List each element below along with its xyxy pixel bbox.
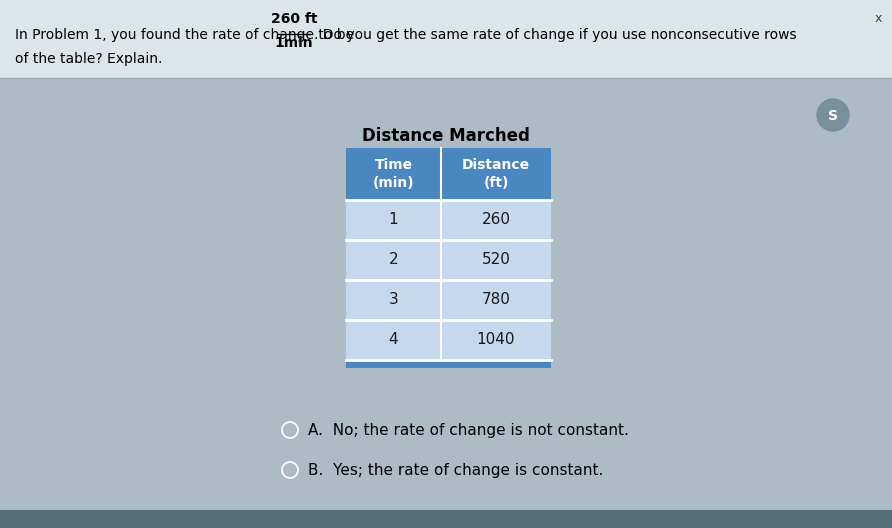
Text: 1: 1 xyxy=(389,212,399,228)
FancyBboxPatch shape xyxy=(346,148,551,200)
Text: 1min: 1min xyxy=(275,36,313,50)
Text: Time
(min): Time (min) xyxy=(373,158,414,190)
Text: Distance
(ft): Distance (ft) xyxy=(462,158,530,190)
Text: In Problem 1, you found the rate of change to be: In Problem 1, you found the rate of chan… xyxy=(15,28,359,42)
Text: 520: 520 xyxy=(482,252,510,268)
FancyBboxPatch shape xyxy=(346,200,551,240)
FancyBboxPatch shape xyxy=(0,510,892,528)
FancyBboxPatch shape xyxy=(346,320,551,360)
Text: B.  Yes; the rate of change is constant.: B. Yes; the rate of change is constant. xyxy=(308,463,603,477)
Text: 4: 4 xyxy=(389,333,399,347)
FancyBboxPatch shape xyxy=(346,280,551,320)
Text: x: x xyxy=(874,12,881,25)
Text: of the table? Explain.: of the table? Explain. xyxy=(15,52,162,66)
Text: S: S xyxy=(828,109,838,123)
Text: 2: 2 xyxy=(389,252,399,268)
Text: . Do you get the same rate of change if you use nonconsecutive rows: . Do you get the same rate of change if … xyxy=(314,28,797,42)
FancyBboxPatch shape xyxy=(0,0,892,110)
Circle shape xyxy=(817,99,849,131)
Text: A.  No; the rate of change is not constant.: A. No; the rate of change is not constan… xyxy=(308,422,629,438)
FancyBboxPatch shape xyxy=(346,360,551,368)
Text: 3: 3 xyxy=(389,293,399,307)
Text: 260 ft: 260 ft xyxy=(271,12,318,26)
FancyBboxPatch shape xyxy=(0,78,892,528)
Text: 780: 780 xyxy=(482,293,510,307)
FancyBboxPatch shape xyxy=(346,240,551,280)
Text: 1040: 1040 xyxy=(476,333,516,347)
Text: 260: 260 xyxy=(482,212,510,228)
Text: Distance Marched: Distance Marched xyxy=(362,127,530,145)
